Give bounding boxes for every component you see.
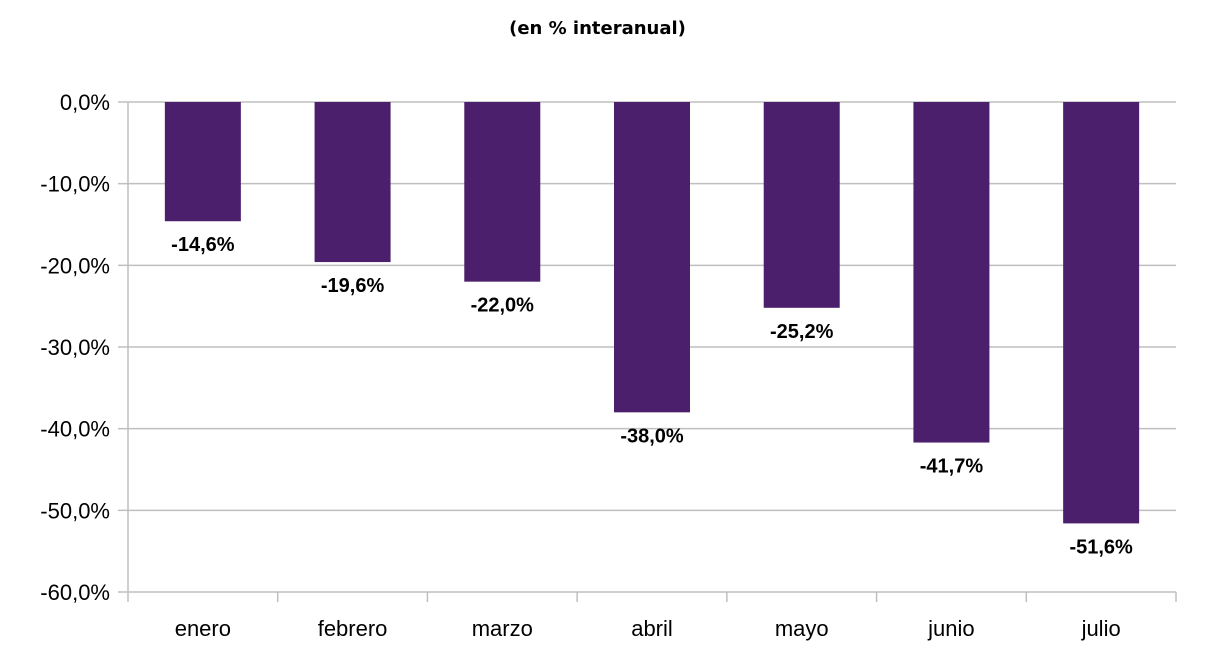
y-tick-label: 0,0% xyxy=(60,90,110,115)
bar-abril xyxy=(614,102,690,413)
x-tick-labels: enero febrero marzo abril mayo junio julio xyxy=(175,616,1121,641)
data-label: -41,7% xyxy=(920,456,984,478)
y-tick-labels: 0,0% -10,0% -20,0% -30,0% -40,0% -50,0% -60,0% xyxy=(40,90,110,605)
x-tick-label: enero xyxy=(175,616,231,641)
x-tick-label: marzo xyxy=(472,616,533,641)
x-tick-label: febrero xyxy=(318,616,388,641)
axes xyxy=(118,101,1177,602)
bar-junio xyxy=(913,102,990,443)
y-tick-label: -30,0% xyxy=(40,335,110,360)
data-label: -25,2% xyxy=(770,321,834,343)
y-tick-label: -60,0% xyxy=(40,580,110,605)
data-labels: -14,6% -19,6% -22,0% -38,0% -25,2% -41,7% -51,… xyxy=(171,234,1133,558)
chart-title: (en % interanual) xyxy=(509,18,686,39)
bar-mayo xyxy=(763,102,840,308)
data-label: -38,0% xyxy=(620,425,684,447)
x-tick-label: julio xyxy=(1081,616,1121,641)
y-tick-label: -40,0% xyxy=(40,417,110,442)
data-label: -14,6% xyxy=(171,234,235,256)
x-tick-label: abril xyxy=(631,616,673,641)
y-tick-label: -10,0% xyxy=(40,172,110,197)
bar-enero xyxy=(164,102,241,222)
data-label: -51,6% xyxy=(1069,536,1133,558)
bar-marzo xyxy=(464,102,541,282)
bar-febrero xyxy=(314,102,391,263)
bars xyxy=(164,102,1140,524)
y-tick-label: -20,0% xyxy=(40,253,110,278)
x-tick-label: mayo xyxy=(775,616,829,641)
data-label: -22,0% xyxy=(471,295,535,317)
bar-julio xyxy=(1063,102,1140,524)
y-tick-label: -50,0% xyxy=(40,498,110,523)
data-label: -19,6% xyxy=(321,275,385,297)
x-tick-label: junio xyxy=(927,616,974,641)
